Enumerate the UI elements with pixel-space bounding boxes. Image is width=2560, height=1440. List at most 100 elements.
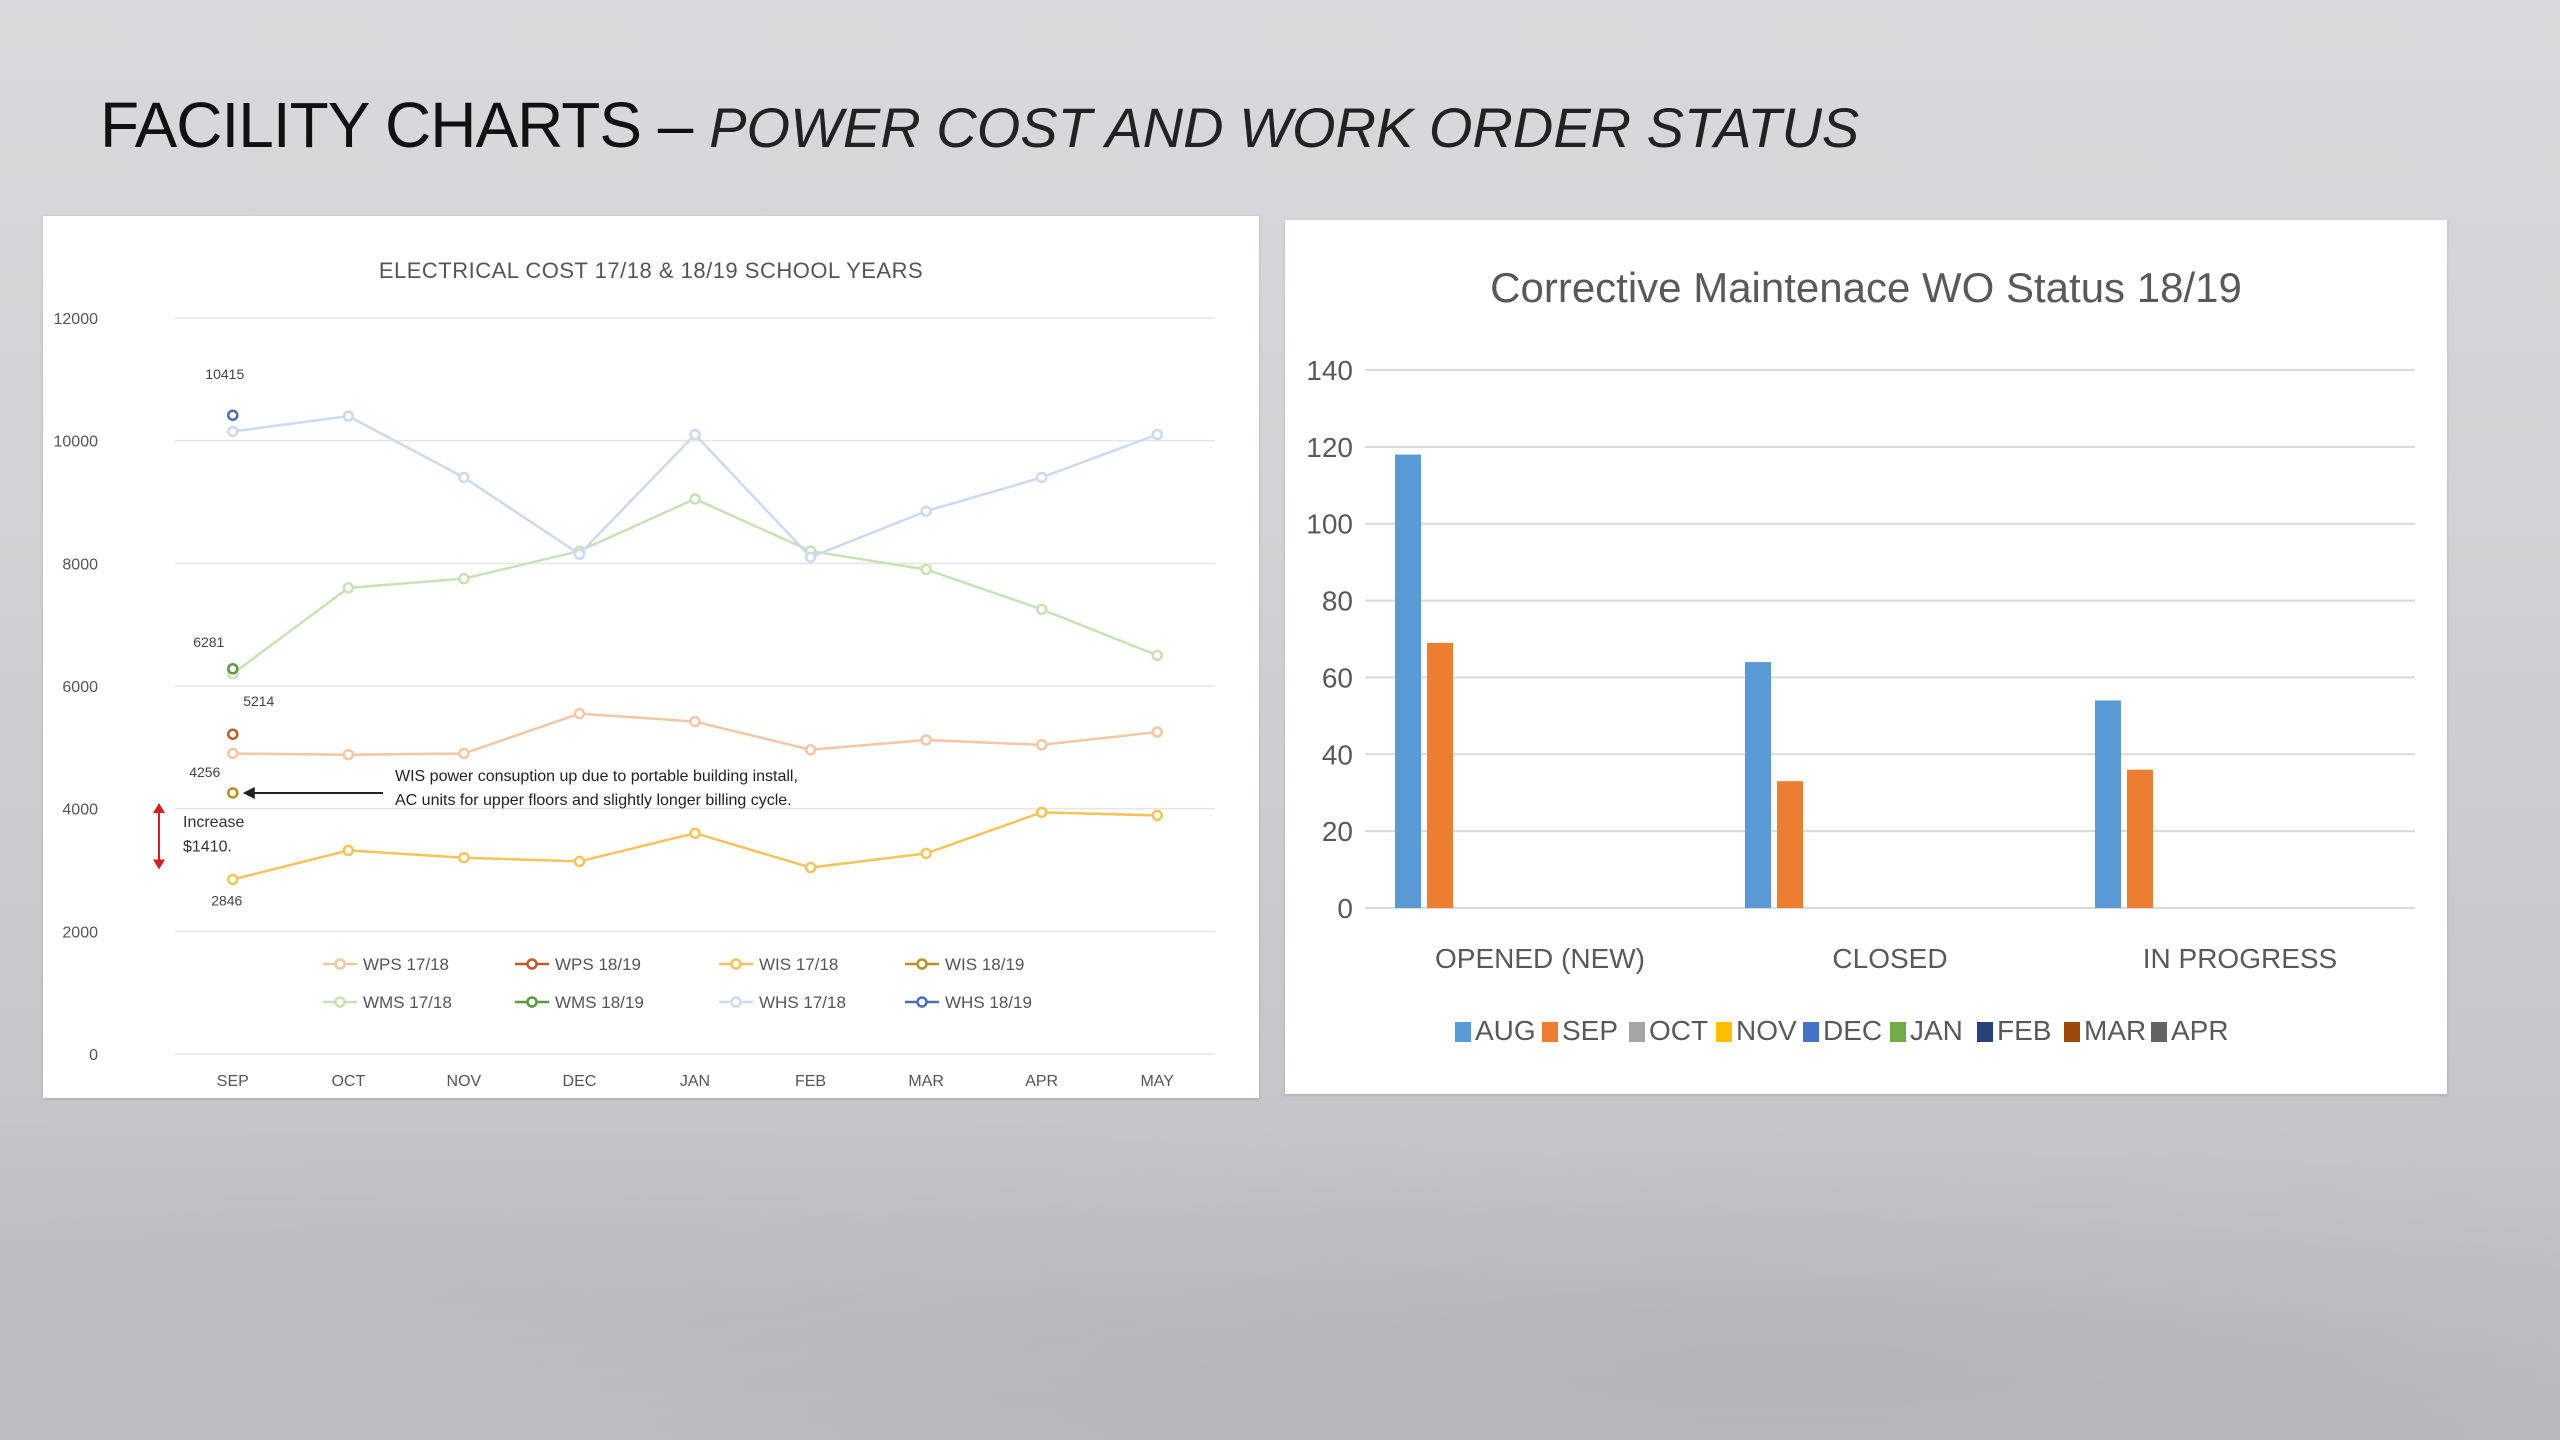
legend-label: WIS 18/19 [945,955,1024,974]
x-tick-label: MAR [908,1073,944,1090]
data-point [920,505,932,517]
data-point [1151,726,1163,738]
data-point [227,728,239,740]
point-label: 10415 [205,366,244,382]
legend-swatch [1803,1022,1819,1042]
chart-title: Corrective Maintenace WO Status 18/19 [1490,264,2242,311]
slide-title-sub: POWER COST AND WORK ORDER STATUS [709,96,1860,159]
data-point [573,548,586,560]
legend-swatch [1716,1022,1732,1042]
data-point [458,572,470,585]
data-point [689,827,701,839]
data-point [458,851,470,864]
y-tick-label: 100 [1306,509,1353,540]
data-point [573,855,586,868]
data-point [227,747,239,760]
x-tick-label: SEP [217,1073,249,1090]
x-tick-label: NOV [447,1073,482,1090]
electrical-cost-line-chart: ELECTRICAL COST 17/18 & 18/19 SCHOOL YEA… [54,258,1215,1090]
legend-label: APR [2171,1015,2229,1046]
data-point [227,663,239,675]
x-tick-label: MAY [1140,1073,1174,1090]
bar-sep [2127,769,2153,908]
data-point [804,861,817,874]
legend-swatch-marker [730,996,742,1008]
y-tick-label: 4000 [62,802,98,819]
data-point [1035,471,1048,484]
y-tick-label: 20 [1322,816,1353,847]
data-point [920,847,932,860]
legend-swatch [1890,1022,1906,1042]
x-tick-label: OCT [331,1073,365,1090]
annotation-arrowhead [242,786,255,799]
data-point [342,410,355,422]
data-point [689,493,701,505]
slide-title-main: FACILITY CHARTS – [100,89,710,161]
point-label: 2846 [211,892,242,908]
data-point [1151,428,1163,441]
y-tick-label: 12000 [54,311,99,328]
increase-value: $1410. [183,838,232,855]
x-tick-label: IN PROGRESS [2143,943,2337,974]
data-point [689,428,701,441]
data-point [227,425,239,438]
annotation-note-line2: AC units for upper floors and slightly l… [395,792,792,809]
y-tick-label: 8000 [62,556,98,573]
legend-label: WPS 18/19 [555,955,641,974]
data-point [1035,739,1048,751]
legend-swatch-marker [526,996,538,1008]
data-point [920,734,932,746]
legend-label: SEP [1562,1015,1618,1046]
x-tick-label: FEB [795,1073,826,1090]
legend-swatch [2064,1022,2080,1042]
y-tick-label: 0 [1337,893,1353,924]
data-point [227,409,239,421]
chart-title: ELECTRICAL COST 17/18 & 18/19 SCHOOL YEA… [379,258,923,283]
data-point [689,715,701,728]
legend-label: WMS 17/18 [363,993,452,1012]
data-point [1151,809,1163,822]
work-order-bar-chart: Corrective Maintenace WO Status 18/19 0 20… [1306,264,2415,1046]
electrical-cost-chart-panel: ELECTRICAL COST 17/18 & 18/19 SCHOOL YEA… [43,216,1259,1098]
increase-arrowhead-top [153,802,165,813]
legend-label: AUG [1475,1015,1536,1046]
y-tick-label: 120 [1306,432,1353,463]
y-tick-label: 6000 [62,679,98,696]
point-label: 5214 [243,693,274,709]
legend-label: FEB [1997,1015,2051,1046]
annotation-note-line1: WIS power consuption up due to portable … [395,768,798,785]
legend-swatch [1977,1022,1993,1042]
legend-label: DEC [1823,1015,1882,1046]
y-tick-label: 60 [1322,662,1353,693]
legend-label: WHS 18/19 [945,993,1032,1012]
y-tick-label: 140 [1306,355,1353,386]
bar-sep [1777,781,1803,908]
legend-swatch-marker [334,996,346,1008]
legend-swatch [1542,1022,1558,1042]
legend-swatch-marker [730,958,742,970]
bar-aug [1745,662,1771,908]
data-point [1151,649,1163,662]
data-point [804,744,817,756]
bar-aug [2095,700,2121,908]
x-tick-label: OPENED (NEW) [1435,943,1645,974]
data-point [920,563,932,576]
point-label: 4256 [189,764,220,780]
background-blur [0,1080,2560,1440]
data-point [227,873,239,886]
legend-label: WMS 18/19 [555,993,644,1012]
increase-arrowhead-bottom [153,859,165,870]
data-point [458,471,470,484]
x-tick-label: JAN [680,1073,710,1090]
data-point [458,747,470,760]
y-tick-label: 2000 [62,924,98,941]
legend-label: JAN [1910,1015,1963,1046]
legend-label: WIS 17/18 [759,955,838,974]
legend-swatch-marker [334,958,346,970]
bar-aug [1395,454,1421,908]
y-tick-label: 80 [1322,586,1353,617]
data-point [1035,806,1048,819]
legend-swatch-marker [916,958,928,970]
point-label: 6281 [193,634,224,650]
data-point [1035,603,1048,616]
